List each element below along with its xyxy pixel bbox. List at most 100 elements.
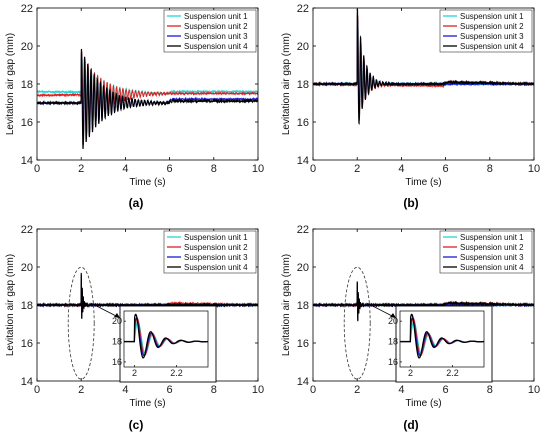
legend-entry-4: Suspension unit 4: [184, 263, 248, 272]
series-line-1: [37, 56, 258, 140]
y-axis-label: Levitation air gap (mm): [281, 254, 292, 356]
y-tick-label: 20: [297, 41, 309, 53]
x-tick-label: 8: [211, 163, 217, 175]
legend-entry-3: Suspension unit 3: [460, 253, 524, 262]
series-group: [37, 272, 258, 319]
legend-entry-2: Suspension unit 2: [460, 243, 524, 252]
legend-box: [439, 9, 533, 53]
y-tick-label: 14: [297, 155, 309, 167]
legend-entry-4: Suspension unit 4: [460, 42, 524, 51]
legend-entry-2: Suspension unit 2: [460, 22, 524, 31]
chart-panel-1: 0 2 4 6 8 10 14 16 18 20 22 Time (s) Levitation air …: [5, 3, 264, 210]
inset-frame: [123, 310, 209, 368]
y-tick-label: 18: [297, 79, 309, 91]
x-tick-label: 0: [34, 163, 40, 175]
x-axis-label: Time (s): [129, 177, 165, 188]
y-tick-label: 16: [21, 117, 33, 129]
chart-panel-2: 0 2 4 6 8 10 14 16 18 20 22 Time (s) Levitation air …: [281, 3, 540, 210]
x-tick-label: 6: [167, 163, 173, 175]
inset: 2 2.2 16 18 20: [67, 266, 217, 383]
inset-y-tick-label: 16: [112, 357, 122, 367]
y-tick-label: 16: [21, 338, 33, 350]
x-tick-label: 6: [443, 163, 449, 175]
x-tick-label: 4: [122, 384, 128, 396]
legend-box: [163, 9, 257, 53]
inset-line-4: [124, 313, 208, 359]
inset-series: [124, 313, 208, 359]
zoom-ellipse: [67, 266, 95, 380]
inset: 2 2.2 16 18 20: [343, 266, 493, 383]
y-tick-label: 22: [297, 3, 309, 15]
series-line-4: [313, 281, 534, 322]
series-group: [313, 281, 534, 322]
y-axis-label: Levitation air gap (mm): [5, 33, 16, 135]
inset-y-tick-label: 20: [112, 316, 122, 326]
inset-y-tick-label: 16: [388, 357, 398, 367]
y-tick-label: 14: [297, 376, 309, 388]
inset-y-tick-label: 18: [388, 337, 398, 347]
zoom-arrowhead: [390, 313, 396, 318]
y-axis-label: Levitation air gap (mm): [281, 33, 292, 135]
y-tick-label: 18: [297, 300, 309, 312]
inset-x-tick-label: 2: [408, 368, 413, 378]
x-tick-label: 2: [354, 163, 360, 175]
x-tick-label: 8: [487, 163, 493, 175]
x-tick-label: 8: [211, 384, 217, 396]
x-tick-label: 2: [78, 384, 84, 396]
zoom-ellipse: [343, 266, 371, 380]
legend-box: [163, 230, 257, 274]
x-tick-label: 4: [398, 163, 404, 175]
x-axis-label: Time (s): [405, 177, 441, 188]
inset-y-tick-label: 20: [388, 316, 398, 326]
legend-entry-1: Suspension unit 1: [184, 233, 248, 242]
panel-label: (b): [403, 196, 418, 210]
x-axis-label: Time (s): [129, 398, 165, 409]
x-tick-label: 0: [310, 163, 316, 175]
series-line-4: [37, 48, 258, 150]
x-tick-label: 6: [167, 384, 173, 396]
y-tick-label: 16: [297, 117, 309, 129]
legend-entry-4: Suspension unit 4: [460, 263, 524, 272]
y-tick-label: 20: [21, 41, 33, 53]
legend-entry-1: Suspension unit 1: [184, 12, 248, 21]
inset-x-tick-label: 2.2: [446, 368, 459, 378]
x-tick-label: 4: [122, 163, 128, 175]
x-axis-label: Time (s): [405, 398, 441, 409]
inset-line-4: [400, 313, 484, 359]
legend-entry-3: Suspension unit 3: [184, 253, 248, 262]
legend-entry-3: Suspension unit 3: [460, 32, 524, 41]
inset-y-tick-label: 18: [112, 337, 122, 347]
y-tick-label: 22: [21, 3, 33, 15]
legend-entry-2: Suspension unit 2: [184, 22, 248, 31]
y-tick-label: 14: [21, 155, 33, 167]
series-line-2: [37, 51, 258, 146]
series-group: [37, 48, 258, 150]
y-tick-label: 18: [21, 300, 33, 312]
legend-box: [439, 230, 533, 274]
x-tick-label: 2: [78, 163, 84, 175]
x-tick-label: 10: [528, 163, 540, 175]
inset-series: [400, 313, 484, 359]
x-tick-label: 0: [310, 384, 316, 396]
x-tick-label: 8: [487, 384, 493, 396]
x-tick-label: 10: [252, 384, 264, 396]
x-tick-label: 10: [252, 163, 264, 175]
panel-label: (d): [403, 418, 418, 432]
y-tick-label: 14: [21, 376, 33, 388]
x-tick-label: 4: [398, 384, 404, 396]
series-line-3: [37, 54, 258, 145]
y-tick-label: 20: [297, 262, 309, 274]
series-group: [313, 8, 534, 125]
y-axis-label: Levitation air gap (mm): [5, 254, 16, 356]
inset-frame: [399, 310, 485, 368]
legend-entry-4: Suspension unit 4: [184, 42, 248, 51]
x-tick-label: 6: [443, 384, 449, 396]
x-tick-label: 0: [34, 384, 40, 396]
